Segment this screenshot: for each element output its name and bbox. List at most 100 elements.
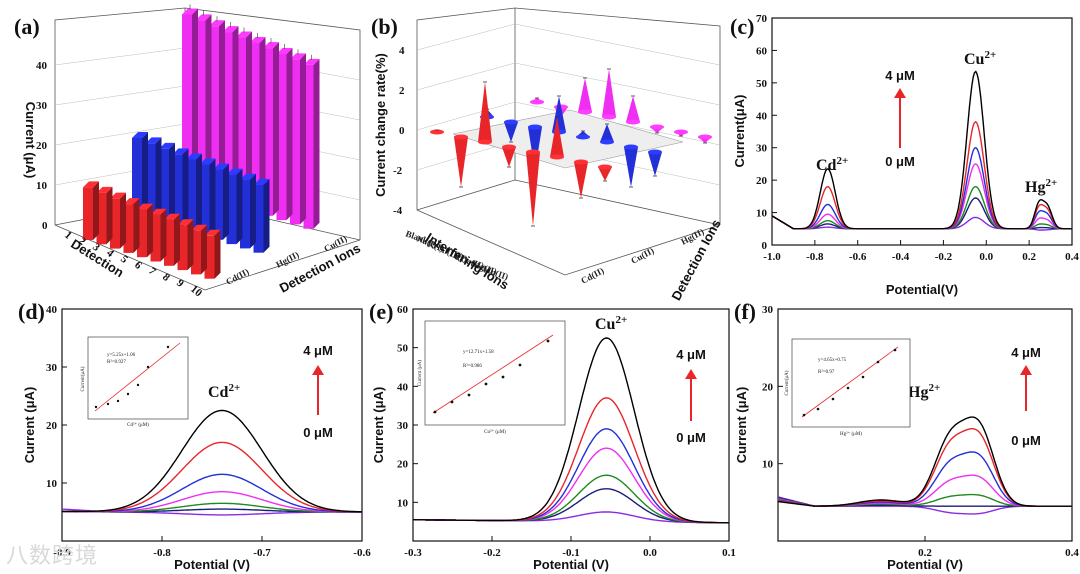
- e-xtick: -0.3: [404, 547, 422, 559]
- bar-top: [186, 153, 202, 160]
- bar-side: [214, 229, 221, 279]
- d-inset-point: [116, 399, 120, 403]
- bar-side: [133, 198, 140, 253]
- bar: [159, 148, 169, 223]
- f-ytick: 10: [762, 459, 774, 471]
- panel-label-b: (b): [371, 14, 398, 39]
- bar-side: [219, 20, 225, 199]
- bar: [191, 230, 201, 275]
- bar-top: [303, 58, 320, 65]
- cone: [528, 127, 542, 171]
- f-inset: y=4.65x+0.75 R²=0.97 Hg²⁺ (μM) Current(μ…: [785, 338, 911, 437]
- bar-side: [273, 42, 279, 216]
- e-ytick: 50: [397, 343, 409, 355]
- a-ytick: 0: [42, 220, 48, 232]
- d-curve: [62, 409, 362, 513]
- c-ytick: 60: [756, 45, 768, 57]
- panel-b-box: [416, 7, 721, 276]
- bar-side: [223, 163, 229, 240]
- f-curve: [777, 474, 1072, 507]
- e-xticks: -0.3 -0.2 -0.1 0.0 0.1: [404, 536, 736, 559]
- bar-side: [201, 224, 207, 275]
- d-ytick: 10: [46, 478, 58, 490]
- panel-b-cones: [430, 68, 712, 227]
- panel-c: 0 10 20 30 40 50 60 70 -1.0 -0.8 -0.6 -0.4 -0.2 0.0 0…: [720, 0, 1080, 300]
- cone: [454, 137, 468, 187]
- bar-top: [199, 158, 216, 165]
- a-ion-tick: Hg(II): [274, 249, 300, 269]
- b-ytick: 2: [399, 85, 405, 97]
- e-curves: [413, 337, 729, 524]
- c-hg-base: Hg: [1025, 179, 1045, 196]
- bar-side: [209, 158, 216, 236]
- bar: [236, 37, 246, 208]
- bar: [240, 179, 250, 249]
- f-ylabel: Current (μA): [734, 387, 749, 464]
- f-inset-ylabel: Current(μA): [785, 370, 790, 395]
- bar-top: [222, 26, 239, 33]
- bar-top: [213, 163, 229, 170]
- d-ylabel: Current (μA): [22, 387, 37, 464]
- e-inset-point: [484, 382, 488, 386]
- b-ytick: -2: [393, 165, 403, 177]
- bar: [226, 174, 237, 245]
- e-inset-ylabel: Current (μA): [418, 360, 423, 386]
- bar-top: [96, 186, 113, 193]
- d-conc-low: 0 μM: [303, 425, 333, 440]
- a-ylabel: Current (μA): [23, 102, 38, 179]
- d-inset-point: [136, 383, 140, 387]
- d-xlabel: Potential (V): [174, 557, 250, 572]
- d-ion-label: Cd2+: [208, 382, 240, 401]
- e-conc-low: 0 μM: [676, 430, 706, 445]
- bar-side: [263, 178, 270, 253]
- f-curve: [777, 493, 1072, 507]
- e-inset-r2: R²=0.986: [463, 363, 482, 369]
- f-inset-point: [876, 360, 880, 364]
- bar-top: [172, 148, 189, 155]
- d-curve: [62, 441, 362, 513]
- b-ylabel: Current change rate(%): [373, 53, 388, 197]
- d-curves: [61, 409, 362, 516]
- b-ion-tick: Cu(II): [629, 245, 655, 265]
- f-curve: [777, 416, 1072, 507]
- cone: [550, 117, 564, 157]
- cone: [624, 147, 638, 187]
- cone: [552, 96, 566, 132]
- f-inset-points: [802, 348, 897, 417]
- bar: [290, 59, 300, 225]
- c-hg-charge: 2+: [1045, 177, 1057, 189]
- bar: [303, 64, 314, 229]
- bar-top: [253, 178, 270, 185]
- f-xticks: 0.2 0.4: [918, 536, 1079, 559]
- panel-label-a: (a): [14, 14, 40, 39]
- cone: [602, 69, 616, 117]
- f-inset-r2: R²=0.97: [818, 369, 835, 375]
- cone: [502, 147, 516, 167]
- c-cu-charge: 2+: [984, 49, 996, 61]
- panel-d-chart: 10 20 30 40 -0.9 -0.8 -0.7 -0.6 (d) Current (μ…: [18, 299, 371, 572]
- e-xtick: 0.0: [643, 547, 657, 559]
- f-yticks: 10 20 30: [762, 304, 783, 471]
- e-ion-base: Cu: [595, 316, 616, 333]
- c-xtick: -0.6: [849, 251, 867, 263]
- bar: [83, 187, 93, 240]
- bar-side: [205, 14, 212, 195]
- b-xlabel: Interfering Ions: [423, 230, 511, 293]
- d-xtick: -0.7: [253, 547, 271, 559]
- e-inset-fit: [432, 334, 554, 414]
- cone: [626, 96, 640, 122]
- bar-side: [187, 219, 194, 271]
- d-ion-base: Cd: [208, 384, 229, 401]
- c-ytick: 10: [756, 208, 768, 220]
- bar-side: [232, 26, 239, 203]
- c-xtick: 0.2: [1022, 251, 1036, 263]
- e-inset-point: [546, 339, 550, 343]
- cone-base: [502, 144, 516, 150]
- panel-label-f: (f): [734, 299, 756, 324]
- a-xtick: 6: [132, 259, 144, 272]
- d-inset-frame: [87, 336, 189, 420]
- watermark-logo: 八数跨境: [6, 544, 99, 569]
- c-conc-high: 4 μM: [885, 68, 915, 83]
- f-conc-low: 0 μM: [1011, 433, 1041, 448]
- f-inset-point: [831, 397, 835, 401]
